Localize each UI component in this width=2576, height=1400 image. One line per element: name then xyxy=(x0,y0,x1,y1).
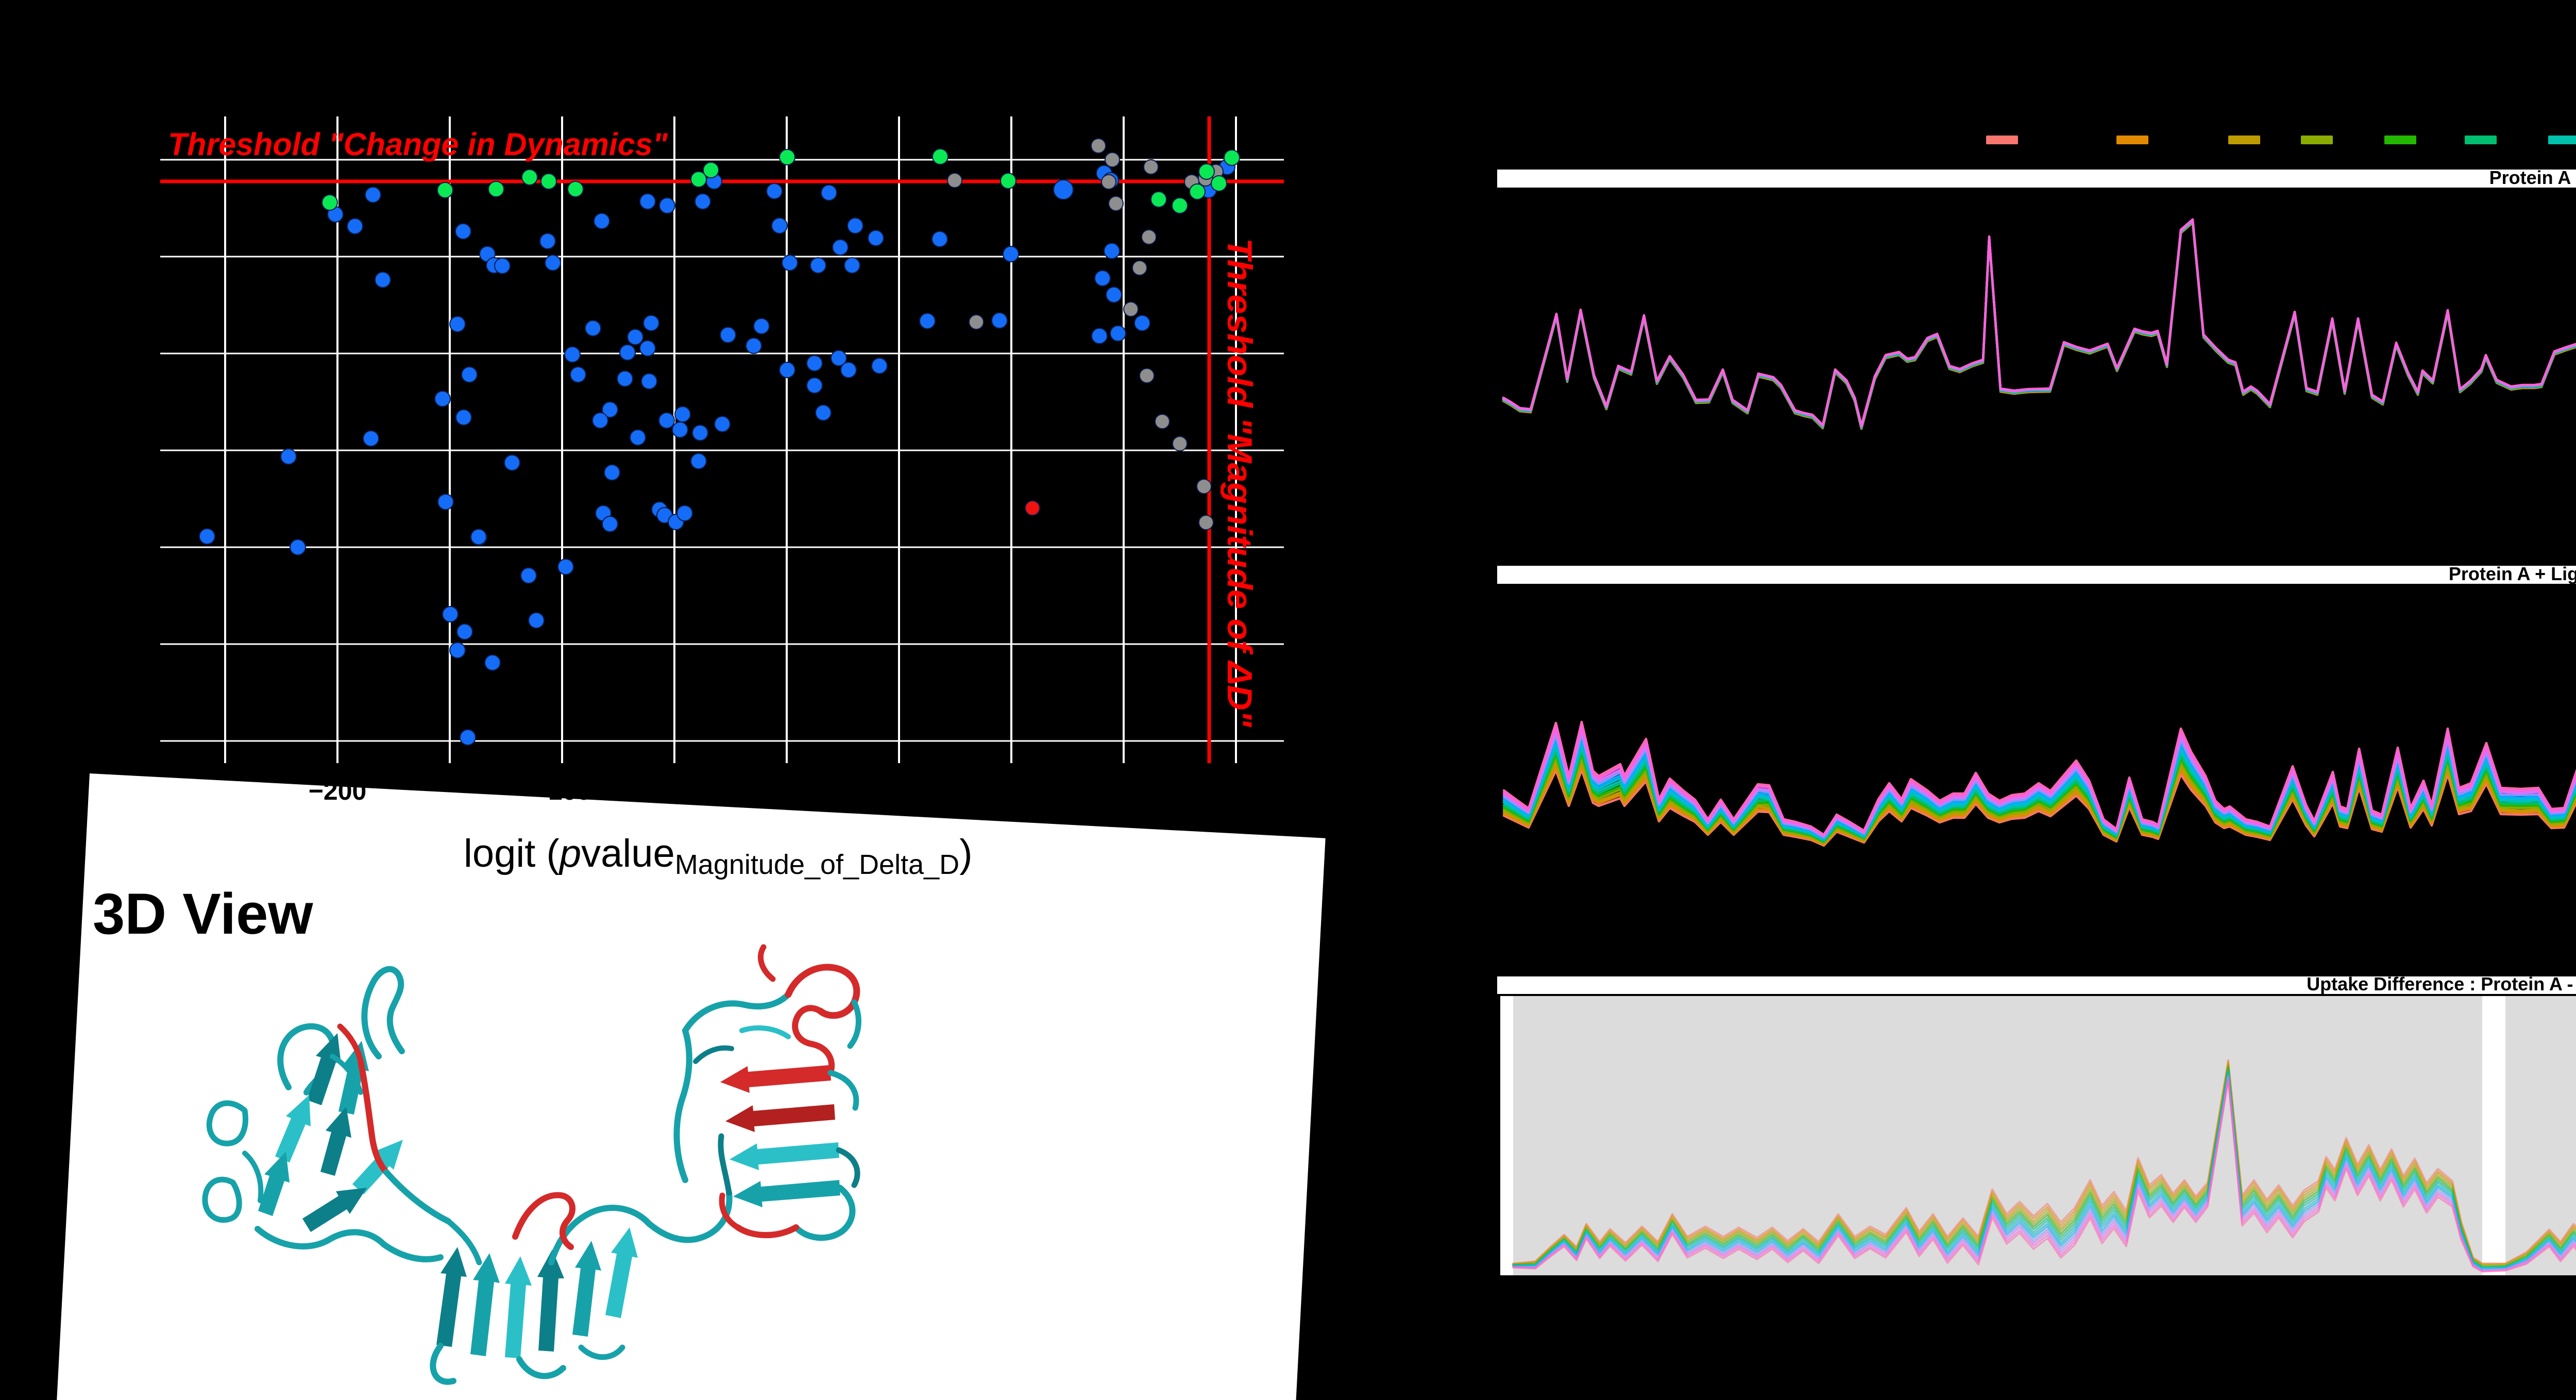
svg-text:logit (pvalueMagnitude_of_Delt: logit (pvalueMagnitude_of_Delta_D) xyxy=(464,832,973,880)
svg-text:Protein A + Ligand: Protein A + Ligand xyxy=(2449,563,2576,584)
svg-text:Uptake Difference : Protein A: Uptake Difference : Protein A - (Protein… xyxy=(2307,973,2576,994)
svg-text:−200: −200 xyxy=(309,777,367,805)
svg-text:−100: −100 xyxy=(533,777,591,805)
svg-text:Threshold "Change in Dynamics": Threshold "Change in Dynamics" xyxy=(168,127,668,162)
svg-text:3D View: 3D View xyxy=(93,882,313,946)
svg-text:Protein A: Protein A xyxy=(2489,167,2571,188)
svg-text:Threshold "Magnitude of ΔD": Threshold "Magnitude of ΔD" xyxy=(1220,238,1259,728)
